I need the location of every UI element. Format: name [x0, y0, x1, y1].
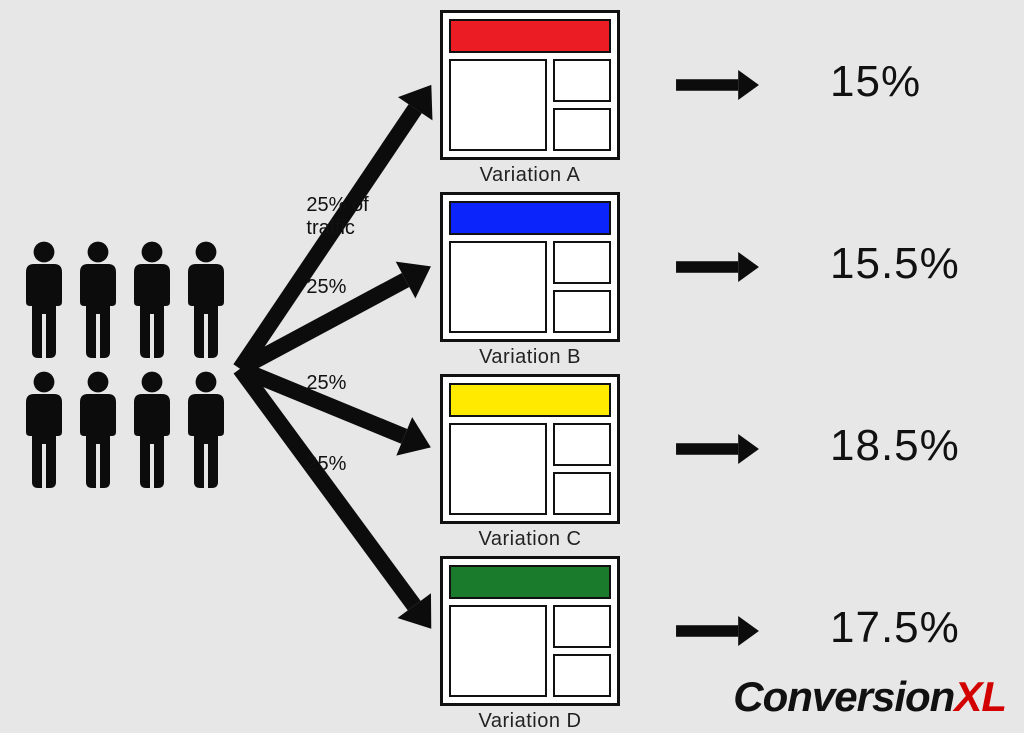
traffic-split-label: 25%: [306, 372, 346, 395]
result-arrow: [670, 616, 765, 646]
person-icon: [74, 370, 122, 490]
layout-side-top: [553, 423, 611, 466]
conversion-rate-value: 15%: [830, 57, 921, 107]
layout-banner: [449, 565, 611, 599]
variation-label: Variation B: [440, 346, 620, 369]
logo-part-1: Conversion: [733, 673, 954, 720]
brand-logo: ConversionXL: [733, 673, 1006, 721]
page-layout-thumbnail: [440, 10, 620, 160]
result-arrow: [670, 70, 765, 100]
variation-label: Variation A: [440, 164, 620, 187]
person-icon: [20, 240, 68, 360]
logo-part-2: XL: [954, 673, 1006, 720]
conversion-rate-value: 17.5%: [830, 603, 960, 653]
conversion-rate-value: 18.5%: [830, 421, 960, 471]
traffic-people-grid: [20, 240, 230, 490]
page-layout-thumbnail: [440, 374, 620, 524]
person-icon: [128, 370, 176, 490]
person-icon: [128, 240, 176, 360]
traffic-split-label: 25% of traffic: [306, 194, 368, 240]
layout-side-bottom: [553, 290, 611, 333]
layout-side-top: [553, 605, 611, 648]
layout-side-bottom: [553, 654, 611, 697]
variation-card: Variation D: [440, 556, 620, 733]
traffic-split-label: 25%: [306, 276, 346, 299]
layout-banner: [449, 383, 611, 417]
page-layout-thumbnail: [440, 192, 620, 342]
layout-banner: [449, 19, 611, 53]
result-arrow: [670, 252, 765, 282]
layout-banner: [449, 201, 611, 235]
variation-card: Variation A: [440, 10, 620, 187]
layout-main: [449, 423, 547, 515]
layout-side-top: [553, 59, 611, 102]
layout-main: [449, 241, 547, 333]
person-icon: [182, 240, 230, 360]
traffic-split-label: 25%: [306, 453, 346, 476]
infographic-canvas: ConversionXL 25% of traffic 25% 25% 25%: [0, 0, 1024, 731]
variation-label: Variation D: [440, 710, 620, 733]
person-icon: [20, 370, 68, 490]
layout-side-top: [553, 241, 611, 284]
page-layout-thumbnail: [440, 556, 620, 706]
layout-main: [449, 59, 547, 151]
person-icon: [74, 240, 122, 360]
variation-card: Variation C: [440, 374, 620, 551]
layout-main: [449, 605, 547, 697]
person-icon: [182, 370, 230, 490]
layout-side-bottom: [553, 472, 611, 515]
result-arrow: [670, 434, 765, 464]
conversion-rate-value: 15.5%: [830, 239, 960, 289]
variation-label: Variation C: [440, 528, 620, 551]
layout-side-bottom: [553, 108, 611, 151]
variation-card: Variation B: [440, 192, 620, 369]
